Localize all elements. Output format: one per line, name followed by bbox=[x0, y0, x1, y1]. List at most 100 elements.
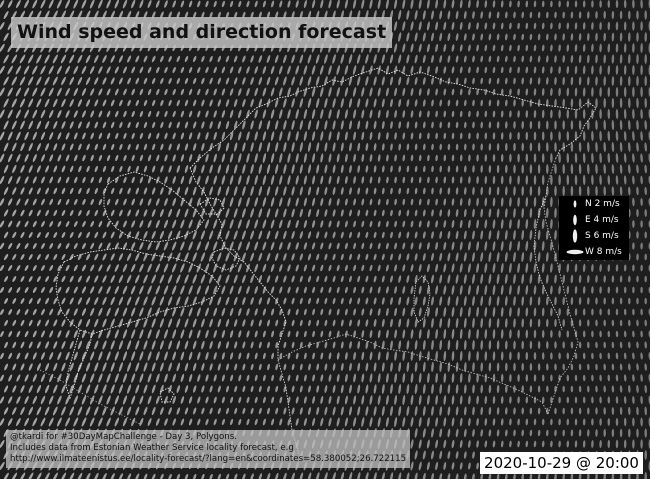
wind-mark bbox=[595, 76, 598, 86]
wind-mark bbox=[393, 21, 398, 31]
wind-mark bbox=[283, 11, 287, 19]
wind-mark bbox=[65, 417, 71, 427]
wind-mark bbox=[295, 330, 299, 338]
wind-mark bbox=[155, 285, 161, 295]
wind-mark bbox=[607, 0, 611, 8]
legend-item: E 4 m/s bbox=[559, 212, 629, 228]
wind-mark bbox=[168, 362, 172, 372]
wind-mark bbox=[492, 132, 496, 140]
wind-mark bbox=[435, 198, 438, 206]
wind-mark bbox=[238, 0, 242, 8]
wind-mark bbox=[118, 77, 123, 85]
wind-mark bbox=[414, 32, 418, 42]
wind-mark bbox=[414, 143, 418, 151]
wind-mark bbox=[390, 121, 393, 129]
wind-mark bbox=[504, 230, 508, 240]
wind-mark bbox=[628, 319, 631, 327]
wind-mark bbox=[431, 274, 434, 284]
wind-mark bbox=[558, 396, 561, 404]
wind-mark bbox=[238, 396, 242, 404]
wind-mark bbox=[167, 274, 173, 284]
wind-mark bbox=[53, 165, 58, 173]
wind-mark bbox=[225, 99, 230, 107]
wind-mark bbox=[439, 143, 442, 151]
wind-mark bbox=[345, 352, 348, 360]
wind-mark bbox=[402, 373, 406, 383]
wind-mark bbox=[246, 285, 250, 295]
wind-mark bbox=[439, 339, 443, 351]
wind-mark bbox=[521, 55, 525, 63]
wind-mark bbox=[238, 131, 242, 141]
wind-mark bbox=[77, 384, 83, 394]
wind-mark bbox=[12, 341, 17, 349]
wind-mark bbox=[390, 165, 393, 173]
wind-mark bbox=[118, 318, 124, 328]
wind-mark bbox=[139, 198, 144, 206]
wind-mark bbox=[595, 319, 598, 327]
wind-mark bbox=[7, 87, 13, 97]
wind-mark bbox=[119, 209, 123, 217]
wind-mark bbox=[221, 329, 226, 339]
wind-mark bbox=[644, 53, 647, 65]
wind-mark bbox=[73, 132, 78, 140]
wind-mark bbox=[484, 22, 488, 30]
wind-mark bbox=[184, 385, 189, 393]
wind-north-symbol bbox=[573, 200, 577, 208]
wind-mark bbox=[418, 154, 422, 162]
wind-mark bbox=[19, 54, 26, 64]
wind-mark bbox=[406, 296, 410, 306]
wind-mark bbox=[41, 352, 45, 360]
wind-mark bbox=[525, 153, 529, 163]
wind-mark bbox=[340, 384, 344, 394]
wind-mark bbox=[221, 307, 226, 317]
wind-mark bbox=[147, 0, 152, 9]
wind-mark bbox=[275, 120, 279, 130]
wind-mark bbox=[574, 109, 578, 119]
wind-mark bbox=[53, 341, 58, 349]
wind-mark bbox=[636, 363, 639, 371]
wind-mark bbox=[443, 110, 447, 118]
wind-mark bbox=[431, 339, 434, 351]
wind-mark bbox=[390, 209, 393, 217]
wind-mark bbox=[619, 142, 623, 152]
wind-mark bbox=[118, 296, 124, 306]
wind-mark bbox=[78, 165, 82, 173]
wind-mark bbox=[340, 164, 344, 174]
wind-mark bbox=[517, 374, 520, 382]
wind-mark bbox=[123, 198, 127, 206]
wind-mark bbox=[320, 374, 324, 382]
wind-mark bbox=[81, 0, 87, 9]
wind-mark bbox=[517, 418, 520, 426]
wind-mark bbox=[213, 418, 217, 426]
wind-mark bbox=[328, 220, 332, 228]
wind-mark bbox=[130, 263, 136, 273]
wind-mark bbox=[537, 363, 541, 371]
wind-mark bbox=[632, 220, 635, 228]
wind-mark bbox=[258, 120, 263, 130]
wind-mark bbox=[410, 264, 414, 272]
wind-mark bbox=[45, 254, 50, 260]
wind-mark bbox=[480, 274, 484, 284]
wind-mark bbox=[353, 417, 357, 427]
wind-mark bbox=[160, 55, 164, 63]
wind-mark bbox=[431, 428, 434, 438]
wind-mark bbox=[303, 264, 307, 272]
wind-mark bbox=[147, 373, 152, 383]
wind-mark bbox=[139, 176, 144, 184]
wind-mark bbox=[623, 396, 627, 404]
wind-mark bbox=[41, 308, 45, 316]
wind-mark bbox=[562, 55, 565, 63]
wind-mark bbox=[398, 10, 402, 20]
wind-mark bbox=[184, 252, 189, 262]
wind-mark bbox=[472, 295, 475, 307]
wind-mark bbox=[242, 186, 246, 196]
wind-mark bbox=[340, 341, 344, 349]
wind-mark bbox=[279, 286, 283, 294]
wind-mark bbox=[44, 54, 50, 64]
wind-mark bbox=[558, 374, 561, 382]
wind-mark bbox=[254, 87, 258, 97]
wind-mark bbox=[595, 32, 598, 42]
wind-mark bbox=[279, 219, 283, 229]
wind-mark bbox=[591, 374, 594, 382]
wind-mark bbox=[373, 54, 377, 64]
